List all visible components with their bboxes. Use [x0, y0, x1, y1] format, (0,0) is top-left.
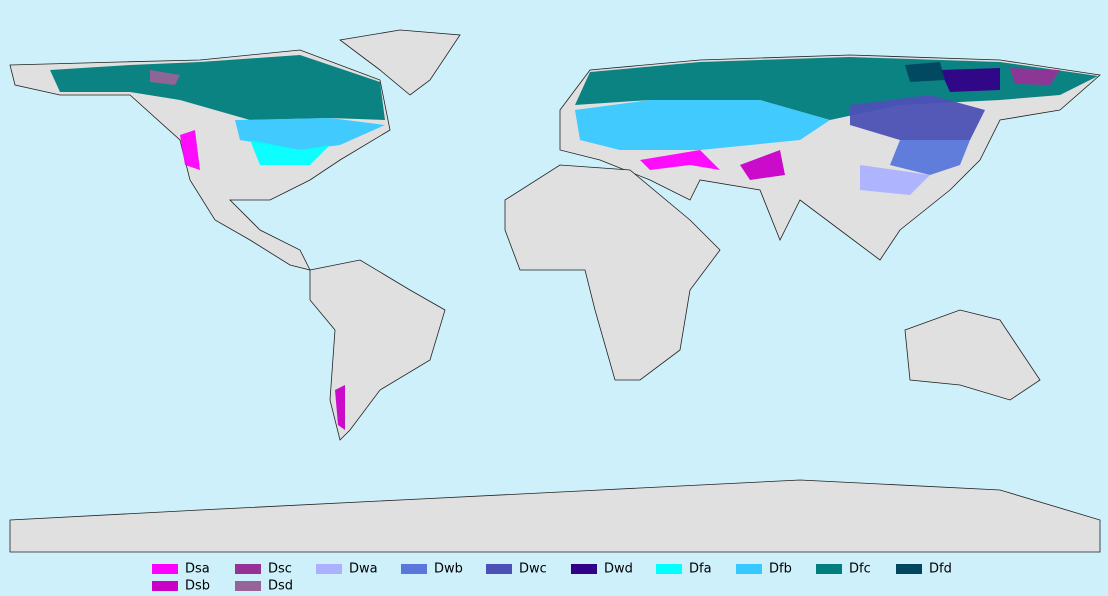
legend-swatch	[736, 564, 762, 574]
legend-swatch	[896, 564, 922, 574]
legend-label: Dsa	[185, 562, 210, 577]
climate-region	[740, 150, 785, 180]
climate-region	[335, 385, 345, 430]
climate-region	[575, 100, 830, 150]
legend-label: Dwa	[349, 562, 378, 577]
legend-label: Dfa	[689, 562, 712, 577]
legend-swatch	[152, 564, 178, 574]
legend-label: Dsd	[268, 579, 293, 594]
legend-label: Dfc	[849, 562, 871, 577]
climate-region	[180, 130, 200, 170]
legend-swatch	[816, 564, 842, 574]
climate-region	[890, 140, 970, 175]
legend: Dsa Dsb Dsc Dsd Dwa Dwb Dwc Dwd Dfa Dfb Dfc Dfd	[152, 562, 952, 594]
greenland	[339, 29, 461, 96]
legend-label: Dfb	[769, 562, 792, 577]
legend-swatch	[235, 581, 261, 591]
legend-label: Dwc	[519, 562, 547, 577]
climate-region	[50, 55, 385, 120]
climate-region	[860, 165, 930, 195]
australia	[904, 309, 1041, 401]
africa	[504, 164, 721, 381]
climate-region	[940, 68, 1000, 92]
climate-region	[905, 62, 945, 82]
legend-swatch	[316, 564, 342, 574]
climate-region	[850, 95, 985, 140]
legend-swatch	[401, 564, 427, 574]
legend-swatch	[486, 564, 512, 574]
legend-swatch	[235, 564, 261, 574]
climate-region	[1010, 68, 1060, 85]
climate-region	[150, 70, 180, 85]
legend-label: Dwb	[434, 562, 463, 577]
climate-region	[250, 140, 330, 165]
legend-label: Dsc	[268, 562, 292, 577]
legend-label: Dfd	[929, 562, 952, 577]
climate-region	[235, 118, 385, 150]
climate-region	[640, 150, 720, 170]
legend-label: Dsb	[185, 579, 210, 594]
climate-regions	[50, 55, 1098, 430]
legend-swatch	[152, 581, 178, 591]
legend-swatch	[656, 564, 682, 574]
legend-label: Dwd	[604, 562, 633, 577]
antarctica	[9, 479, 1101, 553]
legend-swatch	[571, 564, 597, 574]
